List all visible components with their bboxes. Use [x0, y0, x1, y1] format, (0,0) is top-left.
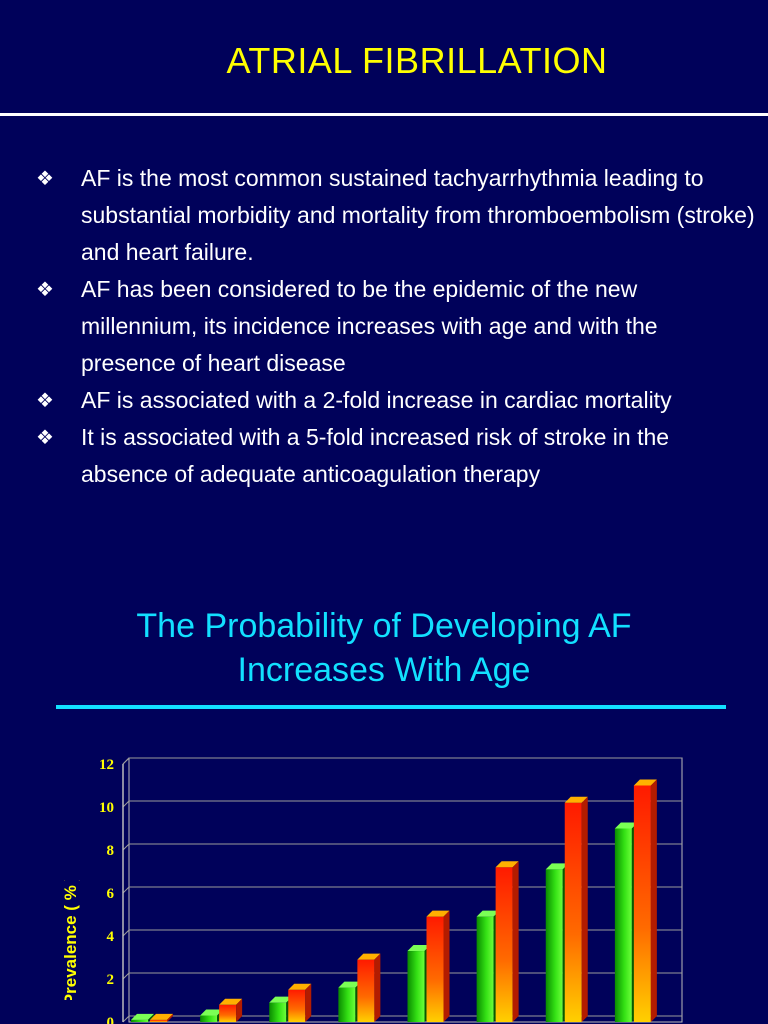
bullet-text: AF is the most common sustained tachyarr…: [81, 165, 755, 265]
y-tick-label: 6: [107, 886, 115, 902]
bullet-list: ❖ AF is the most common sustained tachya…: [36, 160, 756, 493]
chart-bar: [219, 1004, 237, 1022]
chart-bar: [564, 802, 582, 1022]
chart-bar: [150, 1019, 167, 1022]
chart-bar-side: [167, 1013, 173, 1022]
chart-bar: [426, 916, 444, 1022]
chart-heading-line-1: The Probability of Developing AF: [136, 607, 632, 645]
y-tick-label: 2: [107, 972, 115, 988]
grid-line-diag: [122, 1015, 130, 1023]
chart-bar-top: [338, 981, 362, 988]
chart-heading-line-2: Increases With Age: [237, 651, 531, 689]
y-tick-label: 8: [107, 843, 115, 859]
chart-bar-side: [236, 998, 243, 1022]
chart-bar: [357, 959, 375, 1022]
chart-bar: [338, 987, 356, 1022]
chart-bar-side: [374, 953, 381, 1022]
y-tick-label: 12: [99, 757, 114, 773]
chart-bar-top: [407, 945, 431, 952]
chart-bar-top: [564, 796, 588, 803]
chart-bar-side: [581, 796, 588, 1022]
bullet-item: ❖ It is associated with a 5-fold increas…: [36, 419, 756, 493]
title-divider: [0, 113, 768, 116]
chart-bar: [476, 916, 494, 1022]
chart-bar-top: [545, 863, 569, 870]
chart-bar-top: [131, 1013, 154, 1020]
chart-bar-top: [633, 779, 657, 786]
chart-bar: [495, 867, 513, 1022]
grid-line-diag: [122, 929, 130, 937]
bullet-item: ❖ AF is associated with a 2-fold increas…: [36, 382, 756, 419]
bullet-text: It is associated with a 5-fold increased…: [81, 424, 670, 487]
diamond-bullet-icon: ❖: [36, 388, 54, 412]
slide-title: ATRIAL FIBRILLATION: [226, 40, 608, 81]
bullet-item: ❖ AF has been considered to be the epide…: [36, 271, 756, 382]
chart-bar-top: [150, 1013, 173, 1020]
chart-bar: [200, 1015, 218, 1022]
y-tick-label: 10: [99, 800, 114, 816]
chart-bar: [614, 828, 632, 1022]
chart-bar-top: [476, 910, 500, 917]
diamond-bullet-icon: ❖: [36, 277, 54, 301]
chart-bar-top: [357, 953, 381, 960]
bullet-text: AF is associated with a 2-fold increase …: [81, 387, 672, 413]
grid-line-diag: [122, 800, 130, 808]
plot-back-wall: [128, 757, 683, 1023]
chart-bar-side: [305, 983, 312, 1022]
grid-line-diag: [122, 972, 130, 980]
y-tick-label: 4: [107, 929, 115, 945]
bullet-text: AF has been considered to be the epidemi…: [81, 276, 658, 376]
prevalence-chart: 0 2 4 6 8 10 12: [99, 757, 683, 1024]
chart-bar-top: [219, 998, 243, 1005]
chart-bar-side: [650, 779, 657, 1022]
chart-bar: [131, 1019, 148, 1022]
chart-bar-top: [495, 861, 519, 868]
y-axis-title-text: Prevalence ( % ): [61, 880, 80, 1000]
chart-bar-side: [148, 1013, 154, 1022]
chart-bar-top: [200, 1009, 224, 1016]
bullet-item: ❖ AF is the most common sustained tachya…: [36, 160, 756, 271]
diamond-bullet-icon: ❖: [36, 425, 54, 449]
heading-divider: [56, 705, 726, 709]
chart-bar-top: [288, 983, 312, 990]
grid-line-diag: [122, 886, 130, 894]
chart-bar-top: [614, 822, 638, 829]
chart-bar: [633, 785, 651, 1022]
chart-bar-side: [512, 861, 519, 1022]
y-tick-label: 0: [107, 1015, 115, 1024]
chart-bar: [545, 869, 563, 1022]
chart-bar-top: [426, 910, 450, 917]
chart-bar: [269, 1002, 287, 1022]
chart-bar: [407, 951, 425, 1022]
diamond-bullet-icon: ❖: [36, 166, 54, 190]
grid-line-diag: [122, 757, 130, 765]
chart-bar-top: [269, 996, 293, 1003]
y-axis-title: Prevalence ( % ): [61, 880, 80, 1000]
chart-bar: [288, 989, 306, 1022]
grid-line-diag: [122, 843, 130, 851]
chart-heading: The Probability of Developing AF Increas…: [0, 604, 768, 692]
chart-bar-side: [443, 910, 450, 1022]
